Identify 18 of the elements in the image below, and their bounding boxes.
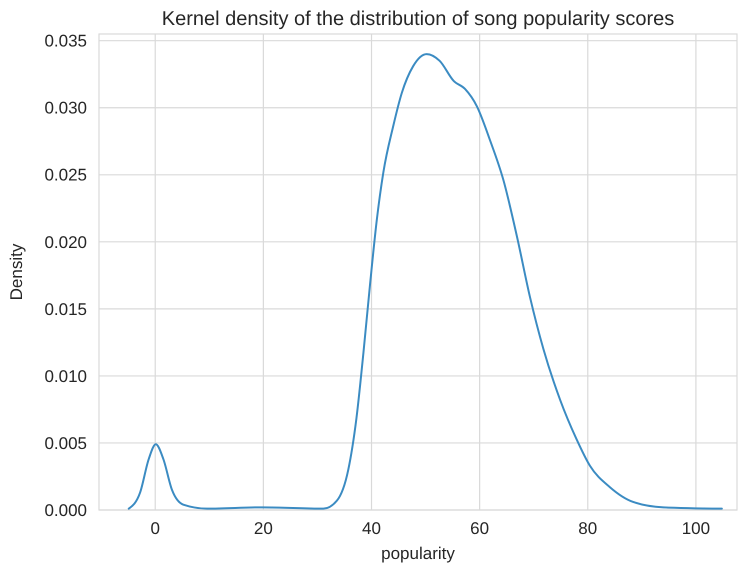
y-axis-title: Density <box>7 243 26 300</box>
y-tick-label: 0.025 <box>44 166 87 185</box>
x-tick-label: 20 <box>254 519 273 538</box>
y-tick-label: 0.020 <box>44 232 87 252</box>
line-series <box>128 53 723 510</box>
chart-title: Kernel density of the distribution of song popularity scores <box>162 8 674 30</box>
y-tick-label: 0.030 <box>44 98 87 118</box>
y-tick-label: 0.000 <box>44 500 87 520</box>
x-tick-label: 100 <box>682 519 710 538</box>
x-tick-label: 0 <box>150 519 160 538</box>
y-tick-label: 0.035 <box>44 32 87 51</box>
y-tick-label: 0.005 <box>44 434 87 453</box>
x-tick-label: 40 <box>362 519 381 538</box>
x-axis-title: popularity <box>381 544 456 563</box>
y-tick-label: 0.015 <box>44 300 87 319</box>
x-tick-label: 80 <box>578 519 598 538</box>
x-tick-label: 60 <box>470 519 490 538</box>
y-tick-label: 0.010 <box>44 366 87 386</box>
